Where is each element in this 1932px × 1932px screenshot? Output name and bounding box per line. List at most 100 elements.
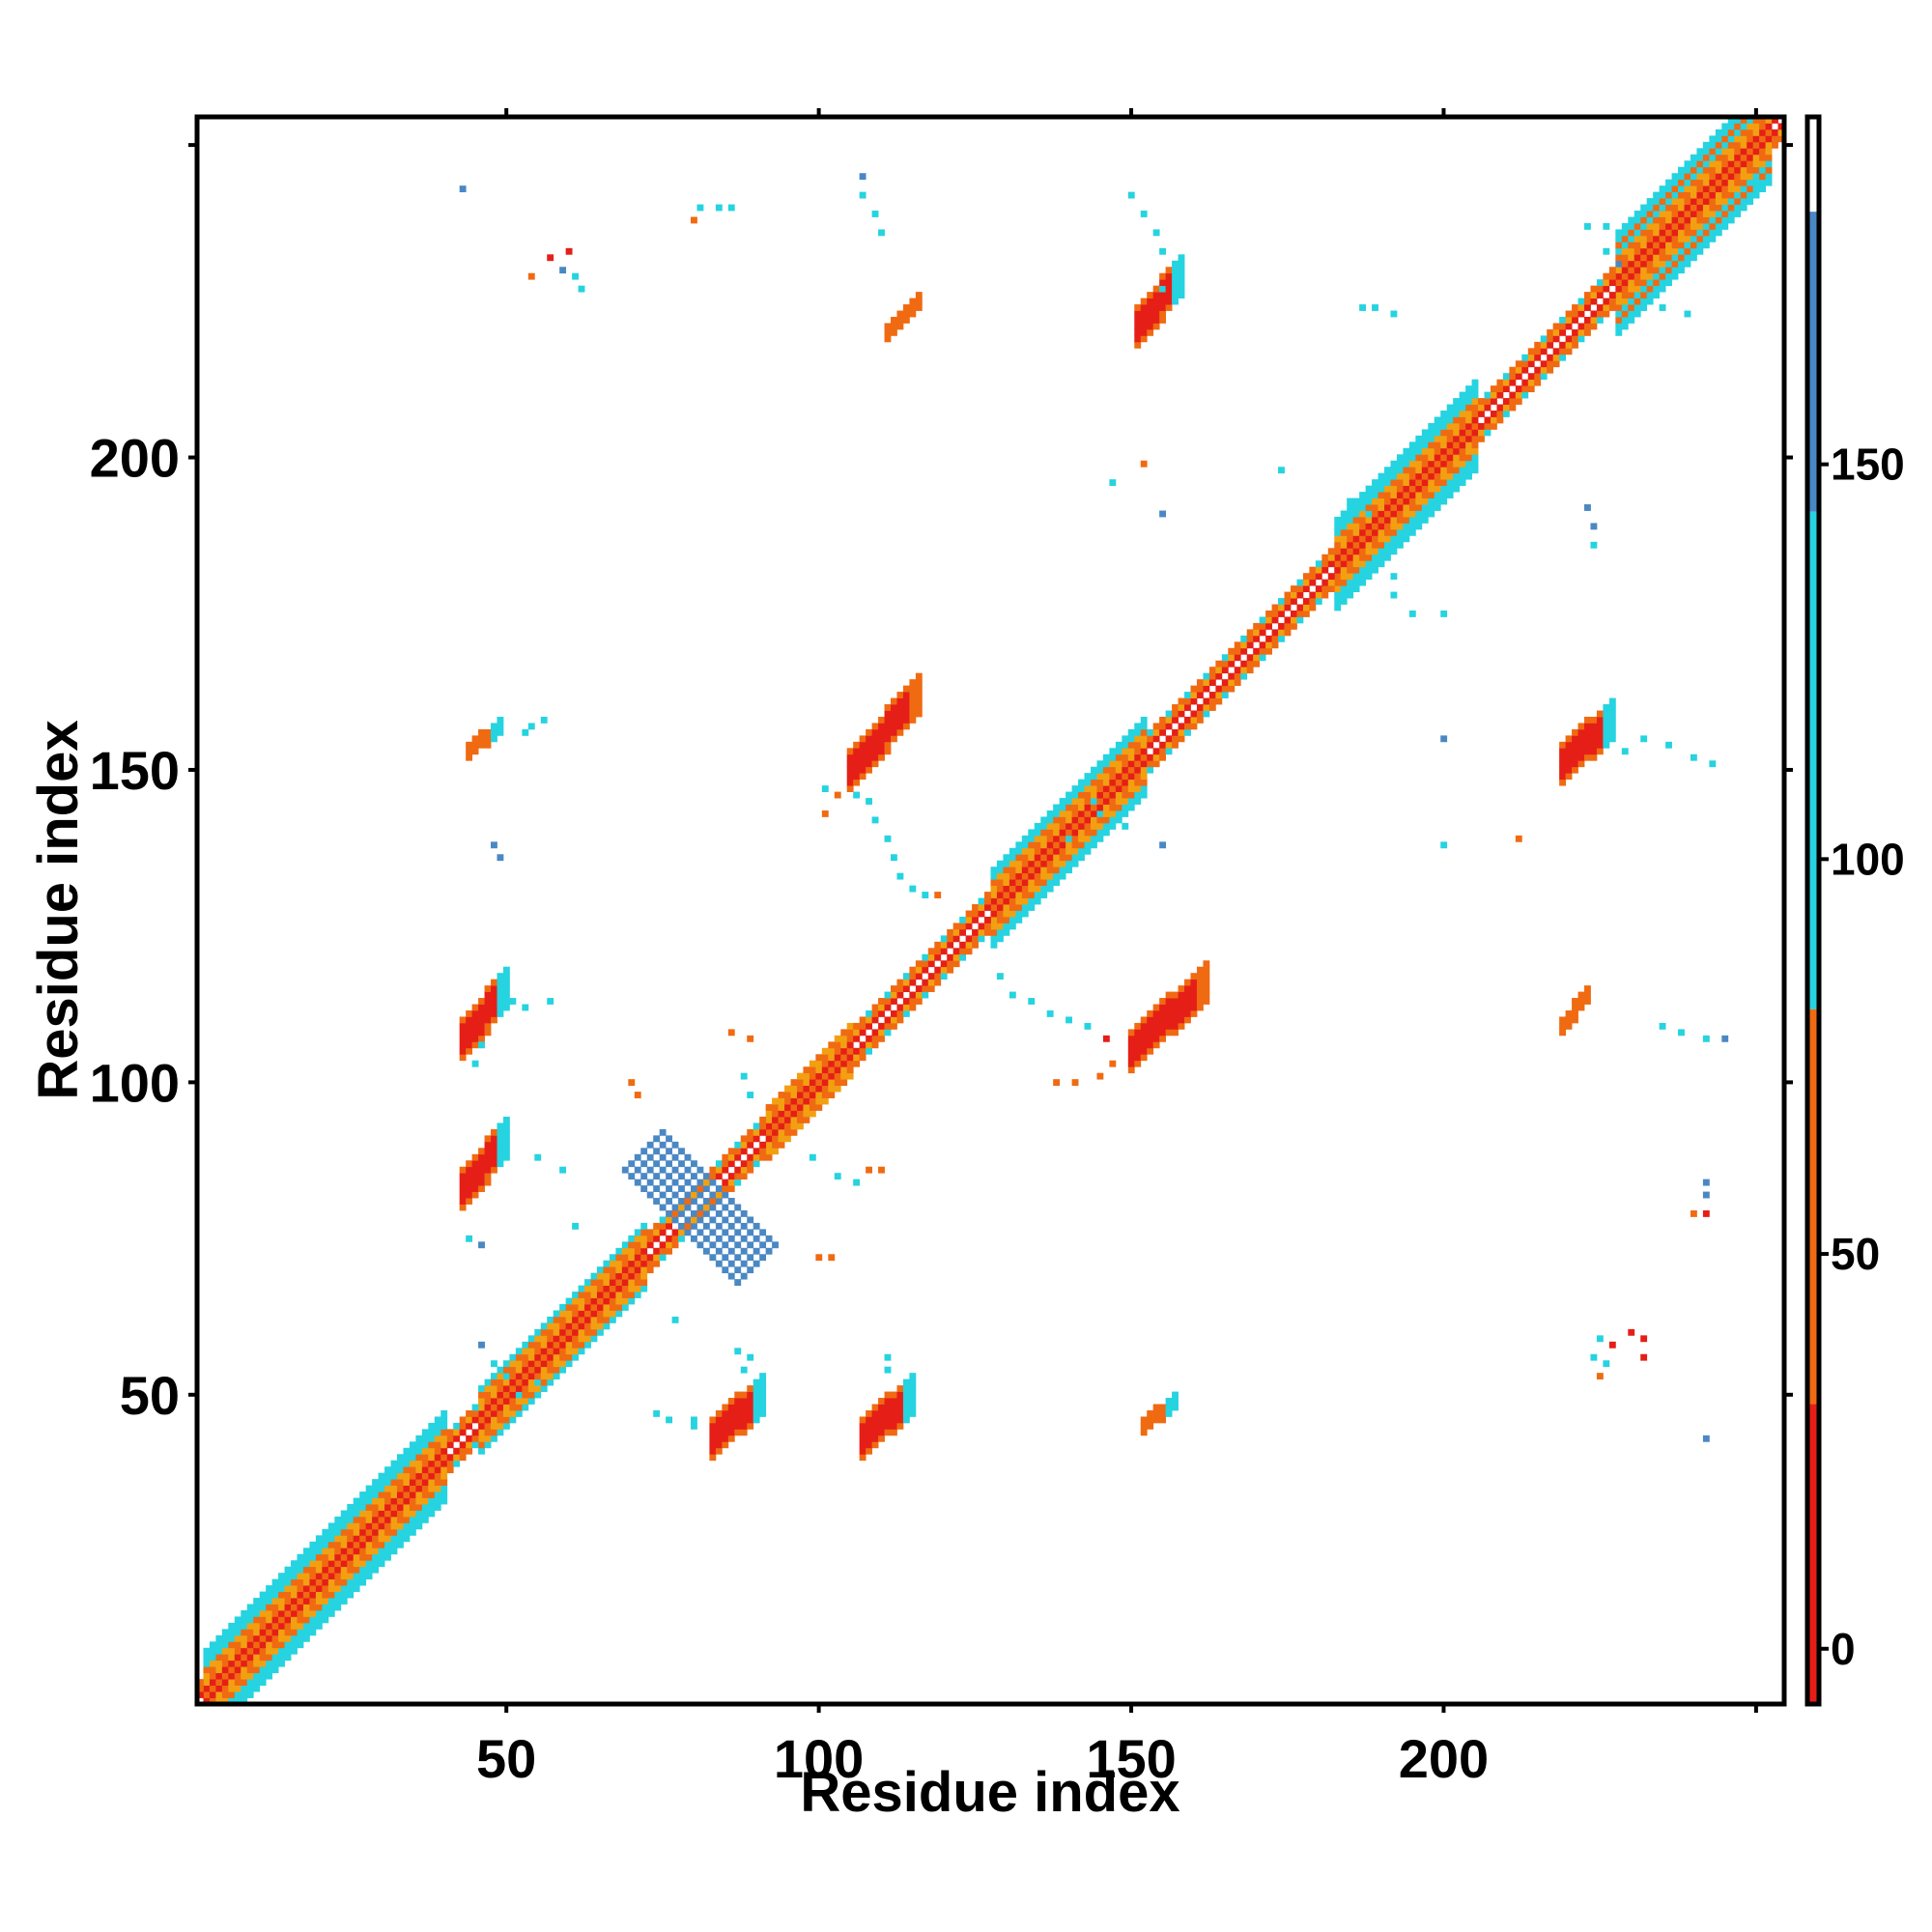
heatmap-cell bbox=[1465, 447, 1472, 455]
heatmap-cell bbox=[327, 1548, 335, 1555]
heatmap-cell bbox=[927, 979, 935, 986]
heatmap-cell bbox=[309, 1616, 317, 1624]
heatmap-cell bbox=[241, 1634, 248, 1642]
heatmap-cell bbox=[902, 716, 910, 724]
heatmap-cell bbox=[1065, 860, 1072, 867]
heatmap-cell bbox=[1178, 728, 1185, 736]
heatmap-cell bbox=[1752, 141, 1760, 149]
heatmap-cell bbox=[302, 1591, 310, 1599]
heatmap-cell bbox=[1159, 741, 1167, 749]
heatmap-cell bbox=[634, 1279, 641, 1287]
heatmap-cell bbox=[1628, 242, 1635, 249]
heatmap-cell bbox=[1765, 117, 1773, 124]
heatmap-cell bbox=[878, 1429, 885, 1436]
heatmap-cell bbox=[871, 1041, 879, 1049]
heatmap-cell bbox=[253, 1654, 261, 1662]
heatmap-cell bbox=[578, 1297, 585, 1305]
heatmap-cell bbox=[334, 1553, 342, 1561]
heatmap-cell bbox=[315, 1578, 323, 1586]
heatmap-cell bbox=[1028, 879, 1036, 887]
heatmap-cell bbox=[666, 1135, 673, 1143]
heatmap-cell bbox=[753, 1160, 760, 1168]
heatmap-cell bbox=[1653, 279, 1661, 287]
heatmap-cell bbox=[572, 1322, 579, 1330]
heatmap-cell bbox=[553, 1366, 560, 1374]
heatmap-cell bbox=[278, 1647, 285, 1655]
heatmap-cell bbox=[753, 1128, 760, 1136]
heatmap-cell bbox=[1590, 523, 1598, 530]
heatmap-cell bbox=[1515, 366, 1522, 374]
heatmap-cell bbox=[302, 1598, 310, 1605]
heatmap-cell bbox=[502, 1360, 510, 1368]
heatmap-cell bbox=[1740, 148, 1747, 156]
heatmap-cell bbox=[603, 1322, 611, 1330]
heatmap-cell bbox=[1378, 497, 1385, 505]
heatmap-cell bbox=[1440, 492, 1448, 498]
heatmap-cell bbox=[1459, 454, 1466, 462]
heatmap-cell bbox=[1352, 535, 1360, 543]
heatmap-cell bbox=[1690, 216, 1697, 224]
heatmap-cell bbox=[1127, 1060, 1135, 1067]
heatmap-cell bbox=[390, 1460, 398, 1467]
heatmap-cell bbox=[634, 1260, 641, 1267]
heatmap-cell bbox=[471, 1160, 479, 1168]
heatmap-cell bbox=[297, 1604, 304, 1611]
heatmap-cell bbox=[1140, 779, 1148, 786]
heatmap-cell bbox=[359, 1492, 367, 1498]
heatmap-cell bbox=[1709, 166, 1717, 174]
heatmap-cell bbox=[1378, 479, 1385, 487]
heatmap-cell bbox=[1715, 216, 1722, 224]
heatmap-cell bbox=[302, 1622, 310, 1630]
heatmap-cell bbox=[846, 1022, 854, 1030]
heatmap-cell bbox=[747, 1398, 754, 1405]
heatmap-cell bbox=[246, 1647, 254, 1655]
heatmap-cell bbox=[1184, 991, 1191, 999]
heatmap-cell bbox=[334, 1578, 342, 1586]
heatmap-cell bbox=[1540, 335, 1548, 343]
heatmap-cell bbox=[1046, 835, 1054, 842]
heatmap-cell bbox=[1290, 598, 1297, 605]
heatmap-cell bbox=[322, 1591, 329, 1599]
heatmap-cell bbox=[334, 1560, 342, 1568]
heatmap-cell bbox=[1009, 847, 1016, 855]
heatmap-cell bbox=[1734, 135, 1742, 143]
heatmap-cell bbox=[978, 910, 985, 918]
heatmap-cell bbox=[590, 1272, 598, 1280]
heatmap-cell bbox=[515, 1391, 523, 1399]
heatmap-cell bbox=[421, 1429, 429, 1436]
heatmap-cell bbox=[1115, 766, 1122, 774]
heatmap-cell bbox=[840, 1041, 848, 1049]
heatmap-cell bbox=[484, 1416, 492, 1424]
heatmap-cell bbox=[1284, 629, 1292, 637]
heatmap-cell bbox=[1646, 211, 1654, 217]
heatmap-cell bbox=[271, 1666, 279, 1674]
heatmap-cell bbox=[1196, 710, 1204, 718]
heatmap-cell bbox=[284, 1622, 292, 1630]
heatmap-cell bbox=[1577, 298, 1585, 305]
heatmap-cell bbox=[497, 1391, 504, 1399]
heatmap-cell bbox=[784, 1085, 791, 1093]
heatmap-cell bbox=[884, 1016, 892, 1024]
heatmap-cell bbox=[603, 1297, 611, 1305]
heatmap-cell bbox=[471, 1029, 479, 1037]
heatmap-cell bbox=[497, 716, 504, 724]
heatmap-cell bbox=[1372, 535, 1378, 543]
heatmap-cell bbox=[309, 1548, 317, 1555]
heatmap-cell bbox=[1659, 211, 1666, 217]
heatmap-cell bbox=[1727, 198, 1735, 205]
heatmap-cell bbox=[1653, 247, 1661, 255]
heatmap-cell bbox=[796, 1085, 804, 1093]
heatmap-cell bbox=[497, 1122, 504, 1130]
heatmap-cell bbox=[502, 1135, 510, 1143]
heatmap-cell bbox=[640, 1260, 648, 1267]
heatmap-cell bbox=[1646, 267, 1654, 274]
heatmap-cell bbox=[691, 1235, 697, 1242]
heatmap-cell bbox=[584, 1292, 591, 1298]
heatmap-cell bbox=[1465, 391, 1472, 399]
heatmap-cell bbox=[1234, 667, 1241, 674]
heatmap-cell bbox=[403, 1535, 411, 1543]
heatmap-cell bbox=[990, 941, 998, 949]
heatmap-cell bbox=[340, 1598, 348, 1605]
heatmap-cell bbox=[640, 1229, 648, 1236]
heatmap-cell bbox=[291, 1609, 298, 1617]
